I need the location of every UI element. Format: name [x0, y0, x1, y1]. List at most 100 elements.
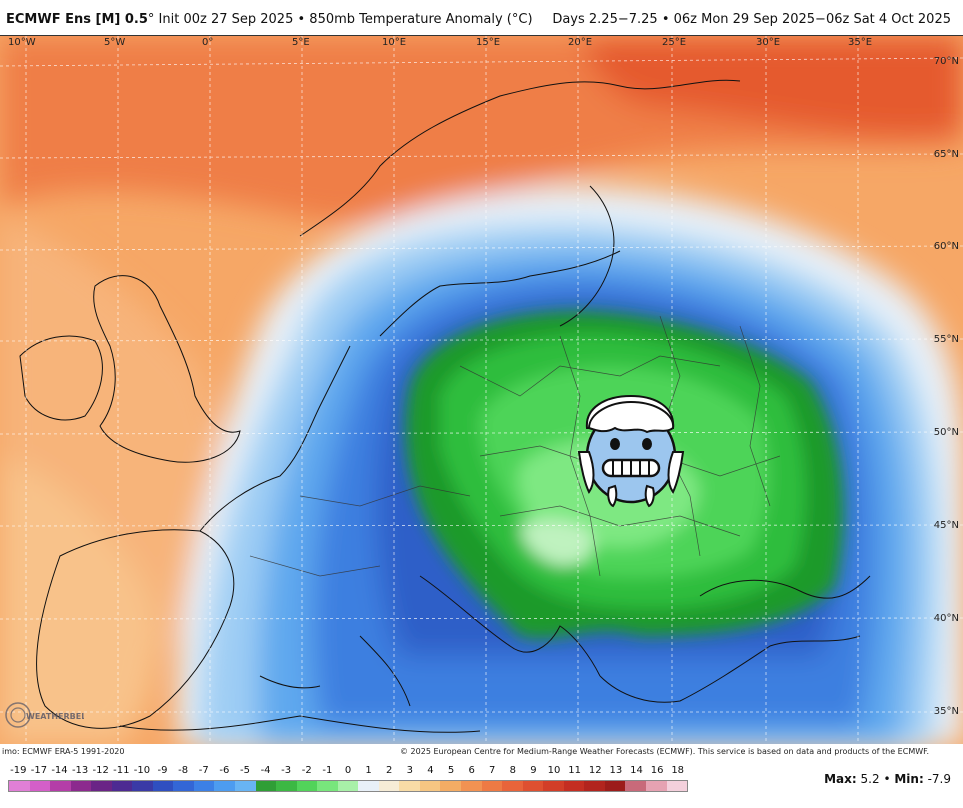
legend-swatch [317, 781, 338, 791]
lon-label-20e: 20°E [568, 37, 593, 48]
legend-tick-label: 7 [489, 765, 496, 776]
model-name: ECMWF Ens [M] 0.5 [6, 12, 148, 27]
map-title: ECMWF Ens [M] 0.5° Init 00z 27 Sep 2025 … [6, 12, 533, 27]
legend-swatch [91, 781, 112, 791]
copyright-credit: © 2025 European Centre for Medium-Range … [400, 747, 929, 756]
graticule [0, 36, 963, 744]
legend-tick-label: 2 [386, 765, 393, 776]
legend-tick-label: -6 [219, 765, 230, 776]
legend-tick-label: 13 [609, 765, 623, 776]
legend-swatch [461, 781, 482, 791]
product-name: 850mb Temperature Anomaly (°C) [309, 12, 533, 27]
credits-bar: imo: ECMWF ERA-5 1991-2020 © 2025 Europe… [0, 744, 963, 760]
legend-swatch [132, 781, 153, 791]
legend-tick-label: -17 [30, 765, 48, 776]
cold-face-icon [577, 394, 685, 508]
min-value: -7.9 [927, 772, 951, 786]
legend-tick-label: -7 [198, 765, 209, 776]
legend-tick-label: 9 [530, 765, 537, 776]
legend-swatch [173, 781, 194, 791]
legend-swatch [358, 781, 379, 791]
lon-label-25e: 25°E [662, 37, 687, 48]
lon-label-35e: 35°E [848, 37, 873, 48]
legend-swatch [50, 781, 71, 791]
max-min-readout: Max: 5.2 • Min: -7.9 [824, 772, 951, 786]
title-bullet: • [297, 12, 306, 27]
legend-tick-label: -10 [133, 765, 151, 776]
lon-label-5e: 5°E [292, 37, 310, 48]
legend-swatch [645, 781, 667, 791]
legend-tick-label: -4 [260, 765, 271, 776]
legend-swatch [399, 781, 420, 791]
legend-swatch [29, 781, 51, 791]
legend-tick-label: -19 [10, 765, 27, 776]
lat-label-35n: 35°N [933, 706, 959, 717]
legend-tick-label: 1 [365, 765, 372, 776]
legend-tick-label: 14 [630, 765, 643, 776]
legend-swatch [70, 781, 92, 791]
map-header: ECMWF Ens [M] 0.5° Init 00z 27 Sep 2025 … [0, 0, 963, 36]
legend-tick-label: -2 [301, 765, 312, 776]
legend-swatch [481, 781, 503, 791]
lat-label-55n: 55°N [933, 334, 959, 345]
init-time: Init 00z 27 Sep 2025 [158, 12, 294, 27]
legend-swatch [419, 781, 441, 791]
logo-text: WEATHERBELL [26, 712, 84, 721]
lon-label-10w: 10°W [8, 37, 36, 48]
lon-label-30e: 30°E [756, 37, 781, 48]
legend-ticks: -19 -17 -14 -13 -12 -11 -10 -9 -8 -7 -6 -5 -4 -3 -2 -1 0… [8, 765, 688, 777]
legend-swatch [276, 781, 297, 791]
legend-tick-label: -12 [92, 765, 109, 776]
max-min-separator: • [883, 772, 891, 786]
legend-swatch [9, 781, 30, 791]
legend-tick-label: -8 [178, 765, 189, 776]
legend-tick-label: -11 [113, 765, 130, 776]
lat-label-45n: 45°N [933, 520, 959, 531]
legend-swatch [214, 781, 236, 791]
legend-tick-label: -13 [71, 765, 89, 776]
lat-label-70n: 70°N [933, 56, 959, 67]
legend-swatch [378, 781, 400, 791]
coastlines [19, 79, 871, 733]
climatology-credit: imo: ECMWF ERA-5 1991-2020 [2, 747, 125, 756]
legend-tick-label: -5 [239, 765, 250, 776]
legend-tick-label: 10 [547, 765, 561, 776]
legend-swatch [584, 781, 605, 791]
lon-label-0: 0° [202, 37, 214, 48]
legend-tick-label: -1 [322, 765, 333, 776]
weatherbell-logo: WEATHERBELL [5, 702, 84, 728]
min-label: Min: [894, 772, 924, 786]
anomaly-map [0, 36, 963, 744]
legend-swatch [543, 781, 564, 791]
legend-tick-label: 16 [650, 765, 664, 776]
legend-tick-label: 18 [671, 765, 685, 776]
legend-tick-label: 11 [568, 765, 582, 776]
max-label: Max: [824, 772, 857, 786]
legend-swatch [152, 781, 174, 791]
legend-swatch [255, 781, 277, 791]
lat-label-50n: 50°N [933, 427, 959, 438]
legend-tick-label: 12 [588, 765, 602, 776]
legend-swatch [563, 781, 585, 791]
legend-swatch [522, 781, 544, 791]
lat-label-40n: 40°N [933, 613, 959, 624]
legend-swatch [666, 781, 688, 791]
legend-swatch [625, 781, 646, 791]
legend-swatch [440, 781, 462, 791]
legend-tick-label: 3 [406, 765, 413, 776]
max-value: 5.2 [860, 772, 880, 786]
legend-tick-label: 0 [344, 765, 352, 776]
lon-label-10e: 10°E [382, 37, 407, 48]
valid-period: Days 2.25−7.25 • 06z Mon 29 Sep 2025−06z… [552, 12, 951, 27]
legend-swatch [502, 781, 523, 791]
lat-label-60n: 60°N [933, 241, 959, 252]
legend-tick-label: -3 [281, 765, 292, 776]
legend-tick-label: 5 [447, 765, 455, 776]
legend-swatch [337, 781, 359, 791]
lon-label-5w: 5°W [104, 37, 126, 48]
legend-tick-label: 8 [509, 765, 517, 776]
lon-label-15e: 15°E [476, 37, 501, 48]
legend-colorbar [8, 780, 688, 792]
legend-tick-label: -14 [51, 765, 68, 776]
map-canvas [0, 36, 963, 744]
